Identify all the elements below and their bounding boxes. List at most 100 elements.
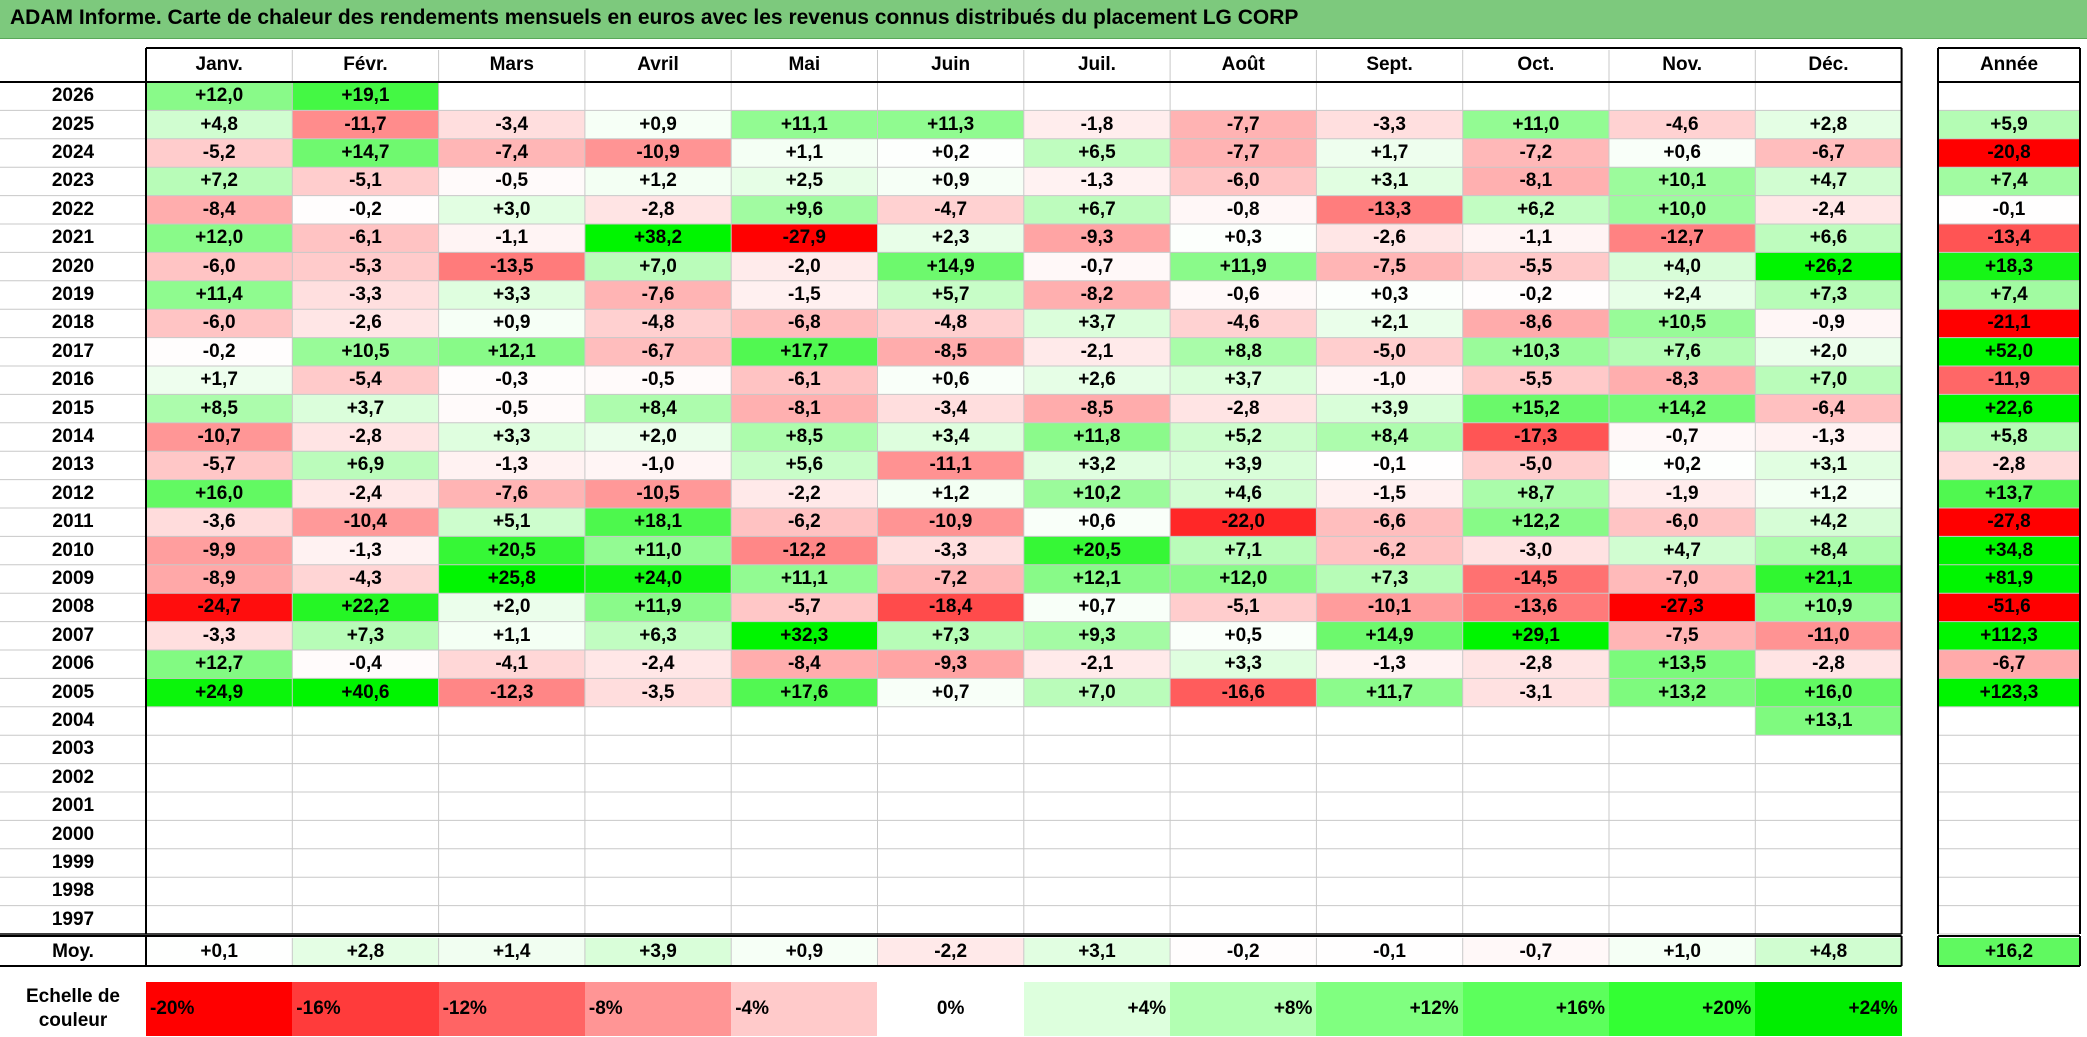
annual-cell: +81,9 bbox=[1938, 565, 2080, 593]
heatmap-cell bbox=[1024, 877, 1170, 905]
heatmap-cell: -0,7 bbox=[1024, 252, 1170, 280]
heatmap-cell: -8,1 bbox=[731, 394, 877, 422]
heatmap-cell: +14,9 bbox=[878, 252, 1024, 280]
heatmap-cell bbox=[292, 820, 438, 848]
heatmap-cell: +14,2 bbox=[1609, 394, 1755, 422]
heatmap-cell: -0,3 bbox=[439, 366, 585, 394]
heatmap-cell: +5,2 bbox=[1170, 423, 1316, 451]
year-label: 2000 bbox=[0, 820, 146, 848]
heatmap-cell: -12,3 bbox=[439, 678, 585, 706]
heatmap-cell: -0,8 bbox=[1170, 196, 1316, 224]
heatmap-cell: +3,3 bbox=[439, 281, 585, 309]
heatmap-cell bbox=[585, 877, 731, 905]
heatmap-cell: -8,9 bbox=[146, 565, 292, 593]
heatmap-cell: +8,8 bbox=[1170, 338, 1316, 366]
heatmap-cell: +10,9 bbox=[1755, 593, 1901, 621]
heatmap-cell bbox=[146, 707, 292, 735]
year-label: 2009 bbox=[0, 565, 146, 593]
heatmap-cell bbox=[439, 877, 585, 905]
heatmap-cell bbox=[1024, 792, 1170, 820]
heatmap-cell: +4,7 bbox=[1755, 167, 1901, 195]
heatmap-cell: -7,0 bbox=[1609, 565, 1755, 593]
heatmap-cell: +12,0 bbox=[146, 224, 292, 252]
heatmap-cell bbox=[1463, 820, 1609, 848]
heatmap-cell: +22,2 bbox=[292, 593, 438, 621]
heatmap-cell: -3,5 bbox=[585, 678, 731, 706]
heatmap-cell: +18,1 bbox=[585, 508, 731, 536]
heatmap-cell: -2,2 bbox=[731, 480, 877, 508]
heatmap-cell: -8,6 bbox=[1463, 309, 1609, 337]
year-label: 2020 bbox=[0, 252, 146, 280]
heatmap-cell bbox=[1170, 735, 1316, 763]
heatmap-cell: -3,4 bbox=[878, 394, 1024, 422]
heatmap-cell: -12,2 bbox=[731, 536, 877, 564]
heatmap-cell: +8,4 bbox=[1755, 536, 1901, 564]
heatmap-cell bbox=[1024, 906, 1170, 934]
heatmap-cell: +0,9 bbox=[585, 110, 731, 138]
heatmap-cell bbox=[585, 849, 731, 877]
heatmap-cell: -7,6 bbox=[585, 281, 731, 309]
heatmap-cell: -2,0 bbox=[731, 252, 877, 280]
heatmap-cell: -0,7 bbox=[1609, 423, 1755, 451]
heatmap-cell: +0,7 bbox=[1024, 593, 1170, 621]
heatmap-cell: +0,6 bbox=[1609, 139, 1755, 167]
heatmap-cell bbox=[1316, 820, 1462, 848]
average-cell: +3,9 bbox=[585, 938, 731, 966]
heatmap-cell: -4,8 bbox=[878, 309, 1024, 337]
heatmap-cell bbox=[1463, 792, 1609, 820]
heatmap-cell: -7,7 bbox=[1170, 139, 1316, 167]
heatmap-cell bbox=[1170, 792, 1316, 820]
heatmap-cell: +7,0 bbox=[1755, 366, 1901, 394]
annual-cell: -13,4 bbox=[1938, 224, 2080, 252]
heatmap-cell: +0,2 bbox=[878, 139, 1024, 167]
heatmap-cell: +3,9 bbox=[1170, 451, 1316, 479]
heatmap-cell: +11,0 bbox=[1463, 110, 1609, 138]
heatmap-cell bbox=[439, 792, 585, 820]
annual-cell: +22,6 bbox=[1938, 394, 2080, 422]
heatmap-cell: +9,6 bbox=[731, 196, 877, 224]
annual-cell: -0,1 bbox=[1938, 196, 2080, 224]
heatmap-cell bbox=[1170, 82, 1316, 110]
heatmap-cell: +12,0 bbox=[1170, 565, 1316, 593]
heatmap-cell bbox=[292, 849, 438, 877]
heatmap-cell bbox=[731, 735, 877, 763]
heatmap-cell: -5,0 bbox=[1463, 451, 1609, 479]
heatmap-cell: -1,3 bbox=[1024, 167, 1170, 195]
heatmap-cell: -5,7 bbox=[731, 593, 877, 621]
heatmap-cell bbox=[1170, 849, 1316, 877]
heatmap-cell: -13,3 bbox=[1316, 196, 1462, 224]
annual-cell: -6,7 bbox=[1938, 650, 2080, 678]
heatmap-cell bbox=[878, 707, 1024, 735]
heatmap-cell bbox=[878, 849, 1024, 877]
heatmap-cell: -4,6 bbox=[1609, 110, 1755, 138]
heatmap-cell: -5,4 bbox=[292, 366, 438, 394]
heatmap-cell: +12,1 bbox=[439, 338, 585, 366]
heatmap-cell bbox=[731, 792, 877, 820]
heatmap-cell: +12,1 bbox=[1024, 565, 1170, 593]
heatmap-cell bbox=[1755, 906, 1901, 934]
heatmap-cell bbox=[731, 707, 877, 735]
heatmap-cell: +29,1 bbox=[1463, 622, 1609, 650]
heatmap-cell: +2,6 bbox=[1024, 366, 1170, 394]
heatmap-cell: -3,1 bbox=[1463, 678, 1609, 706]
year-label: 2012 bbox=[0, 480, 146, 508]
heatmap-cell: +7,2 bbox=[146, 167, 292, 195]
heatmap-cell bbox=[439, 906, 585, 934]
annual-cell bbox=[1938, 764, 2080, 792]
color-scale-stop: +4% bbox=[1024, 982, 1170, 1036]
heatmap-cell: +0,9 bbox=[878, 167, 1024, 195]
heatmap-cell: -0,5 bbox=[439, 167, 585, 195]
heatmap-cell: +10,2 bbox=[1024, 480, 1170, 508]
month-header: Sept. bbox=[1316, 50, 1462, 80]
color-scale-label-line1: Echelle de bbox=[26, 985, 120, 1009]
heatmap-cell: -13,5 bbox=[439, 252, 585, 280]
annual-cell bbox=[1938, 707, 2080, 735]
heatmap-cell: +1,1 bbox=[731, 139, 877, 167]
heatmap-cell: -1,3 bbox=[439, 451, 585, 479]
heatmap-cell bbox=[1463, 82, 1609, 110]
heatmap-cell: +38,2 bbox=[585, 224, 731, 252]
heatmap-cell bbox=[1316, 735, 1462, 763]
heatmap-cell: +3,2 bbox=[1024, 451, 1170, 479]
heatmap-cell: +17,6 bbox=[731, 678, 877, 706]
year-label: 2004 bbox=[0, 707, 146, 735]
